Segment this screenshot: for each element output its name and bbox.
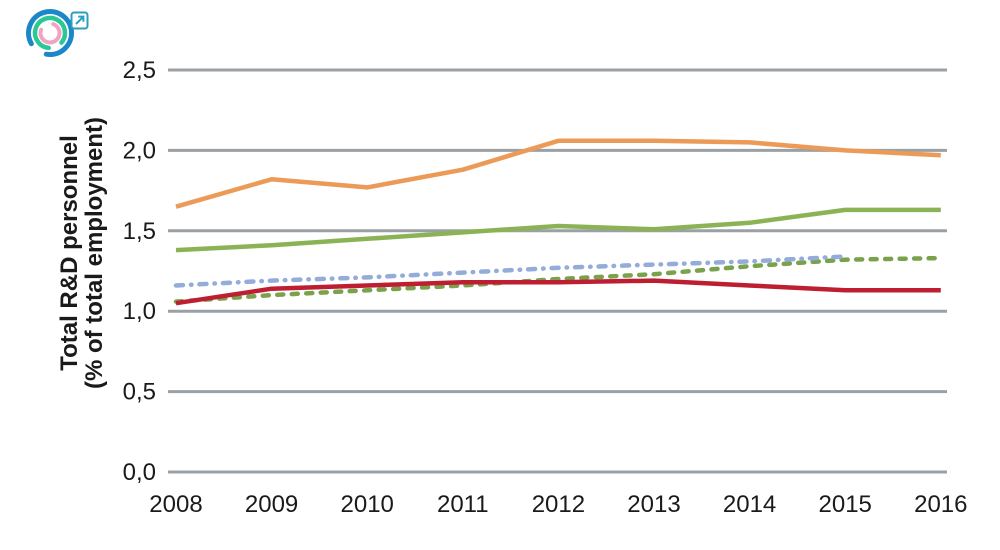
y-tick-label: 1,0 xyxy=(123,298,156,325)
stats-widget-logo[interactable] xyxy=(22,5,78,61)
series-orange-solid xyxy=(175,138,941,209)
series-green-dashed xyxy=(173,255,944,304)
logo-arcs-icon xyxy=(26,9,75,58)
x-tick-label: 2015 xyxy=(819,491,872,518)
series-red-solid xyxy=(175,278,941,306)
y-axis-title: Total R&D personnel xyxy=(56,135,83,371)
x-tick-label: 2008 xyxy=(149,491,202,518)
x-tick-label: 2011 xyxy=(437,491,489,518)
x-tick-label: 2009 xyxy=(245,491,298,518)
logo-middle-arc xyxy=(32,15,68,51)
x-tick-label: 2016 xyxy=(914,491,967,518)
y-axis-title: (% of total employment) xyxy=(81,117,108,389)
y-tick-label: 0,5 xyxy=(123,379,156,406)
y-tick-label: 1,5 xyxy=(123,218,156,245)
logo-inner-arc xyxy=(38,22,62,45)
x-tick-label: 2013 xyxy=(627,491,680,518)
external-link-arrow xyxy=(75,15,85,25)
series-blue-dash-dot xyxy=(173,254,848,288)
external-link-icon[interactable] xyxy=(70,11,89,30)
logo-outer-arc xyxy=(26,9,75,58)
y-tick-label: 2,0 xyxy=(123,137,156,164)
y-tick-label: 2,5 xyxy=(123,57,156,84)
x-tick-label: 2012 xyxy=(532,491,585,518)
series-green-solid xyxy=(175,207,941,253)
x-tick-label: 2014 xyxy=(723,491,776,518)
x-tick-label: 2010 xyxy=(341,491,394,518)
y-tick-label: 0,0 xyxy=(123,459,156,486)
